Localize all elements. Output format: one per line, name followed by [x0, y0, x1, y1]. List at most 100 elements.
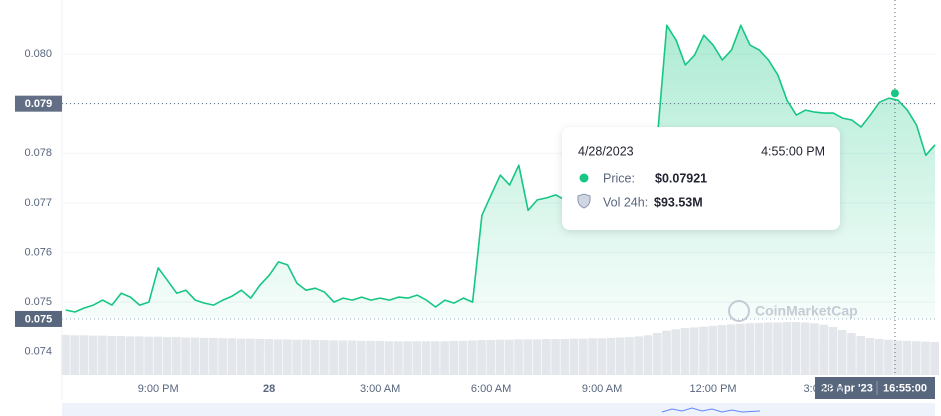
volume-bar: [273, 339, 283, 375]
volume-bar: [865, 337, 875, 375]
volume-bar: [782, 322, 792, 375]
volume-bar: [625, 337, 634, 375]
volume-bar: [199, 337, 209, 375]
volume-bar: [98, 335, 107, 375]
crosshair: 0.075 0.079 28 Apr '23 16:55:00: [15, 0, 935, 399]
volume-bar: [847, 333, 856, 375]
volume-bar: [837, 330, 847, 375]
navigator: [62, 403, 935, 416]
volume-bar: [523, 339, 533, 375]
volume-bar: [652, 333, 662, 375]
volume-bar: [745, 323, 755, 375]
volume-bar: [384, 341, 394, 375]
volume-bar: [606, 337, 616, 375]
x-tick-label: 28: [263, 383, 275, 395]
tooltip-date: 4/28/2023: [578, 144, 634, 158]
y-tick-label: 0.076: [24, 246, 52, 258]
tooltip-time: 4:55:00 PM: [761, 144, 825, 158]
price-line: [65, 24, 936, 313]
watermark-text: CoinMarketCap: [755, 303, 858, 319]
volume-bar: [643, 335, 653, 375]
volume-bar: [532, 339, 542, 375]
volume-bar: [662, 330, 671, 375]
volume-bar: [320, 340, 329, 375]
volume-bar: [264, 339, 274, 375]
tooltip-price-dot: [579, 173, 589, 183]
volume-bar: [357, 340, 366, 375]
volume-bar: [172, 337, 181, 375]
y-tick-label: 0.075: [24, 296, 52, 308]
volume-bar: [495, 339, 505, 375]
volume-bar: [810, 323, 819, 375]
volume-bar: [763, 322, 773, 375]
y-tick-label: 0.074: [24, 346, 52, 358]
tooltip-volume: $93.53M: [654, 195, 703, 209]
price-area: [65, 25, 935, 319]
volume-bar: [615, 337, 625, 375]
volume-bar: [773, 322, 782, 375]
volume-bar: [181, 337, 190, 375]
volume-bar: [477, 340, 486, 375]
volume-bar: [135, 336, 144, 375]
volume-bar: [902, 340, 912, 375]
volume-bar: [736, 323, 745, 375]
volume-bar: [856, 336, 866, 375]
crosshair-time-label: 16:55:00: [883, 382, 927, 394]
volume-bar: [708, 325, 718, 375]
volume-bar: [791, 322, 801, 375]
volume-bar: [819, 324, 829, 375]
volume-bar: [921, 341, 930, 375]
volume-bar: [116, 336, 126, 375]
volume-bar: [680, 328, 690, 375]
tooltip-volume-icon: [577, 193, 591, 209]
volume-bar: [588, 338, 597, 375]
volume-bar: [930, 342, 939, 375]
crosshair-y-box: [15, 95, 62, 112]
volume-bar: [153, 336, 163, 375]
volume-bar: [893, 340, 903, 375]
volume-bar: [236, 338, 246, 375]
y-tick-label: 0.078: [24, 147, 52, 159]
watermark-logo: [728, 300, 750, 322]
navigator-line: [661, 407, 761, 413]
volume-bar: [505, 339, 514, 375]
volume-bar: [310, 340, 320, 375]
crosshair-point: [890, 89, 899, 98]
volume-bar: [468, 340, 477, 375]
volume-bar: [726, 324, 736, 375]
x-tick-label: 6:00 AM: [471, 383, 511, 395]
crosshair-x-box: [815, 377, 935, 399]
volume-bar: [874, 339, 884, 375]
volume-bar: [828, 327, 838, 375]
volume-bar: [440, 341, 449, 375]
volume-bar: [754, 322, 764, 375]
volume-bar: [347, 340, 357, 375]
x-tick-label: 9:00 PM: [138, 383, 179, 395]
volume-bar: [61, 334, 70, 375]
x-tick-label: 3:00 AM: [360, 383, 400, 395]
volume-bar: [246, 338, 255, 375]
plot: [65, 24, 936, 319]
volume-bars: [61, 322, 939, 375]
x-tick-label: 3:00 PM: [804, 383, 845, 395]
watermark: CoinMarketCap: [728, 300, 858, 322]
x-tick-label: 12:00 PM: [690, 383, 737, 395]
volume-bar: [283, 339, 292, 375]
volume-bar: [541, 339, 551, 375]
volume-bar: [366, 340, 375, 375]
tooltip-content: 4/28/2023 4:55:00 PM Price: $0.07921 Vol…: [577, 144, 825, 209]
volume-bar: [107, 336, 116, 375]
volume-bar: [88, 335, 98, 375]
tooltip-price-label: Price:: [603, 171, 635, 185]
volume-bar: [70, 335, 79, 375]
volume-bar: [227, 338, 237, 375]
volume-bar: [486, 340, 496, 375]
baseline-label: 0.075: [25, 313, 53, 325]
volume-bar: [578, 338, 588, 375]
volume-bar: [569, 338, 579, 375]
tooltip-volume-label: Vol 24h:: [603, 195, 648, 209]
volume-bar: [671, 329, 681, 375]
x-tick-label: 9:00 AM: [582, 383, 622, 395]
volume-bar: [190, 337, 200, 375]
